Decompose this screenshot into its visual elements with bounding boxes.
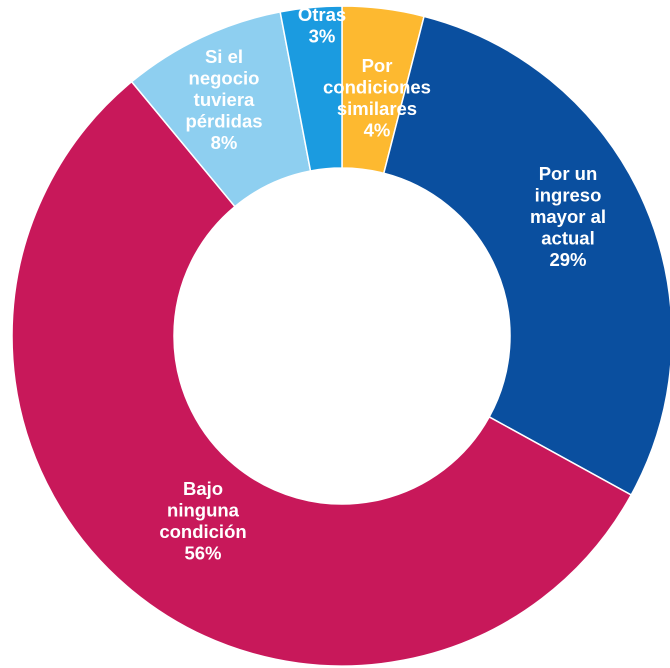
value-label: 56%	[184, 543, 221, 564]
category-label-line: actual	[541, 228, 594, 249]
value-label: 29%	[549, 249, 586, 270]
value-label: 3%	[309, 26, 336, 47]
category-label-line: condiciones	[323, 77, 431, 98]
category-label-line: ingreso	[535, 185, 602, 206]
data-labels: Por condiciones similares 4% Por un ingreso ma…	[159, 4, 606, 564]
data-label-bajo-ninguna-condicion: Bajo ninguna condición 56%	[159, 478, 246, 564]
category-label-line: tuviera	[194, 89, 255, 110]
data-label-por-condiciones-similares: Por condiciones similares 4%	[323, 55, 431, 141]
data-label-otras: Otras 3%	[298, 4, 346, 47]
data-label-por-un-ingreso-mayor-al-actual: Por un ingreso mayor al actual 29%	[530, 163, 606, 270]
category-label-line: Si el	[205, 46, 243, 67]
category-label-line: pérdidas	[185, 111, 262, 132]
category-label-line: Por un	[539, 163, 598, 184]
value-label: 8%	[211, 132, 238, 153]
category-label-line: similares	[337, 98, 417, 119]
category-label-line: Por	[362, 55, 393, 76]
value-label: 4%	[364, 120, 391, 141]
donut-slices	[11, 5, 670, 667]
category-label-line: Otras	[298, 4, 346, 25]
category-label-line: ninguna	[167, 500, 240, 521]
slice-por-un-ingreso-mayor-al-actual	[382, 15, 670, 496]
data-label-si-el-negocio-tuviera-perdidas: Si el negocio tuviera pérdidas 8%	[185, 46, 262, 153]
category-label-line: condición	[159, 521, 246, 542]
category-label-line: Bajo	[183, 478, 223, 499]
slice-otras	[279, 5, 343, 172]
category-label-line: negocio	[189, 68, 260, 89]
slice-bajo-ninguna-condicion	[11, 80, 633, 667]
category-label-line: mayor al	[530, 206, 606, 227]
